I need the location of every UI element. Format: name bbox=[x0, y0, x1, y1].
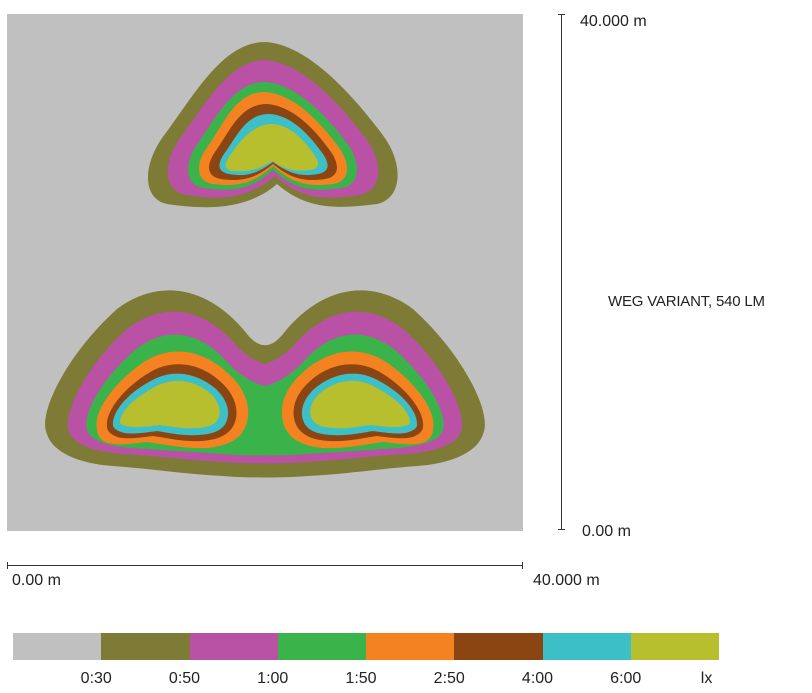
y-bottom-label: 0.00 m bbox=[582, 523, 631, 541]
y-scale-line bbox=[561, 14, 562, 530]
legend-tick-label: 1:50 bbox=[345, 670, 376, 688]
legend-swatch bbox=[278, 633, 366, 660]
legend-swatch bbox=[13, 633, 101, 660]
x-scale-line bbox=[7, 565, 523, 566]
x-scale-tick-left bbox=[7, 562, 8, 569]
color-legend bbox=[13, 633, 719, 660]
y-top-label: 40.000 m bbox=[580, 13, 647, 31]
legend-tick-label: 6:00 bbox=[610, 670, 641, 688]
illuminance-plot bbox=[7, 14, 523, 531]
plot-title: WEG VARIANT, 540 LM bbox=[608, 293, 765, 310]
legend-tick-label: lx bbox=[701, 670, 713, 688]
x-scale-tick-right bbox=[522, 562, 523, 569]
isolux-contours bbox=[7, 14, 523, 531]
legend-swatch bbox=[543, 633, 631, 660]
y-scale-tick-top bbox=[558, 14, 565, 15]
top-isolux-shape bbox=[148, 42, 398, 207]
legend-tick-label: 2:50 bbox=[434, 670, 465, 688]
legend-tick-label: 0:50 bbox=[169, 670, 200, 688]
x-right-label: 40.000 m bbox=[533, 572, 600, 590]
y-scale-tick-bottom bbox=[558, 529, 565, 530]
legend-ticks: 0:30 0:50 1:00 1:50 2:50 4:00 6:00 lx bbox=[13, 670, 719, 690]
legend-swatch bbox=[366, 633, 454, 660]
x-left-label: 0.00 m bbox=[12, 572, 61, 590]
legend-swatch bbox=[454, 633, 542, 660]
legend-swatch bbox=[101, 633, 189, 660]
legend-tick-label: 1:00 bbox=[257, 670, 288, 688]
legend-swatch bbox=[631, 633, 719, 660]
bottom-isolux-shape bbox=[45, 290, 485, 477]
legend-tick-label: 0:30 bbox=[81, 670, 112, 688]
legend-swatch bbox=[190, 633, 278, 660]
legend-tick-label: 4:00 bbox=[522, 670, 553, 688]
